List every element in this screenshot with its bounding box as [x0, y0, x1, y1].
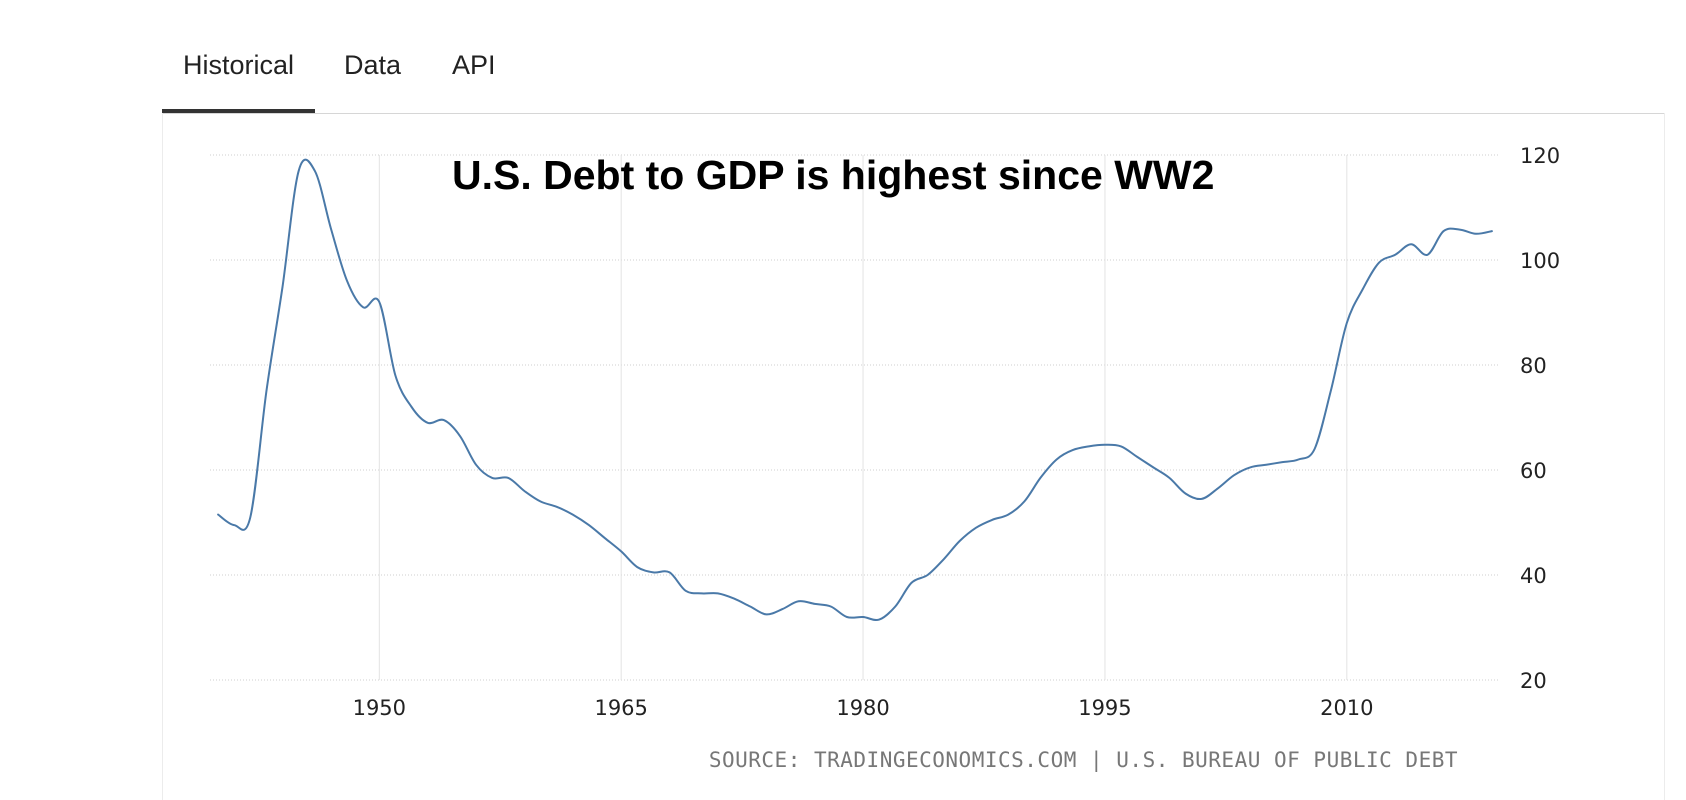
- chart-title: U.S. Debt to GDP is highest since WW2: [452, 152, 1215, 198]
- tab-api[interactable]: API: [452, 50, 496, 80]
- y-tick-label-20: 20: [1520, 669, 1547, 693]
- y-tick-label-100: 100: [1520, 249, 1560, 273]
- x-tick-label-1965: 1965: [594, 696, 647, 720]
- y-tick-label-40: 40: [1520, 564, 1547, 588]
- y-axis: 20 40 60 80 100 120: [1520, 144, 1560, 693]
- tab-bar: Historical Data API: [162, 0, 1665, 114]
- y-tick-label-80: 80: [1520, 354, 1547, 378]
- series-line-0: [217, 158, 1493, 622]
- y-tick-label-60: 60: [1520, 459, 1547, 483]
- x-axis: 1950 1965 1980 1995 2010: [353, 696, 1374, 720]
- series-group: [217, 158, 1493, 622]
- x-tick-label-2010: 2010: [1320, 696, 1373, 720]
- chart-panel: [162, 113, 1665, 800]
- x-tick-label-1980: 1980: [836, 696, 889, 720]
- grid-lines: [210, 154, 1500, 681]
- tab-data[interactable]: Data: [344, 50, 402, 80]
- x-tick-label-1950: 1950: [353, 696, 406, 720]
- source-note: SOURCE: TRADINGECONOMICS.COM | U.S. BURE…: [708, 748, 1458, 772]
- y-tick-label-120: 120: [1520, 144, 1560, 168]
- x-tick-label-1995: 1995: [1078, 696, 1131, 720]
- tab-historical[interactable]: Historical: [162, 50, 316, 113]
